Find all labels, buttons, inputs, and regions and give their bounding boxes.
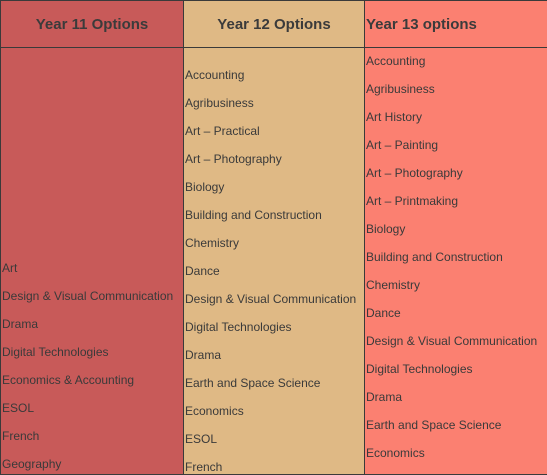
subject-item: Economics & Accounting <box>2 373 135 387</box>
subject-item: Design & Visual Communication <box>185 292 357 306</box>
subject-item: Art – Painting <box>366 138 439 152</box>
subject-item: Drama <box>2 317 39 331</box>
subject-item: Economics <box>366 446 425 460</box>
year-11-column: Year 11 Options Art Design & Visual Commu… <box>0 0 183 475</box>
subject-item: Dance <box>185 264 220 278</box>
year-13-column: Year 13 options Accounting Agribusiness Ar… <box>364 0 547 475</box>
subject-item: Accounting <box>185 68 245 82</box>
subject-item: Biology <box>366 222 406 236</box>
year-12-heading: Year 12 Options <box>184 1 364 48</box>
year-11-heading: Year 11 Options <box>1 1 183 48</box>
subject-item: Drama <box>366 390 403 404</box>
subject-item: Earth and Space Science <box>366 418 502 432</box>
subject-item: Art – Photography <box>185 152 282 166</box>
subject-item: Art <box>2 261 18 275</box>
year-12-subject-list: Accounting Agribusiness Art – Practical Art… <box>185 61 357 474</box>
subject-item: Chemistry <box>366 278 421 292</box>
subject-item: Accounting <box>366 54 426 68</box>
subject-item: Dance <box>366 306 401 320</box>
subject-item: Building and Construction <box>366 250 503 264</box>
year-12-column: Year 12 Options Accounting Agribusiness Ar… <box>183 0 364 475</box>
subject-item: Design & Visual Communication <box>2 289 174 303</box>
subject-item: Digital Technologies <box>185 320 292 334</box>
subject-item: Design & Visual Communication <box>366 334 538 348</box>
subject-item: Economics <box>185 404 244 418</box>
subject-item: Drama <box>185 348 222 362</box>
subject-item: Geography <box>2 457 62 471</box>
subject-item: French <box>2 429 40 443</box>
year-13-subject-list: Accounting Agribusiness Art History Art – P… <box>366 47 537 467</box>
subject-item: ESOL <box>2 401 35 415</box>
subject-item: Digital Technologies <box>366 362 473 376</box>
subject-item: Biology <box>185 180 225 194</box>
subject-item: French <box>185 460 223 474</box>
subject-item: Earth and Space Science <box>185 376 321 390</box>
year-13-heading: Year 13 options <box>365 1 547 48</box>
subject-item: Digital Technologies <box>2 345 109 359</box>
subject-item: ESOL <box>185 432 218 446</box>
subject-item: Art History <box>366 110 423 124</box>
subject-item: Building and Construction <box>185 208 322 222</box>
year-11-subject-list: Art Design & Visual Communication Drama Dig… <box>2 254 174 474</box>
subject-item: Agribusiness <box>366 82 435 96</box>
subject-item: Art – Printmaking <box>366 194 459 208</box>
subject-item: Art – Photography <box>366 166 463 180</box>
subject-item: Art – Practical <box>185 124 260 138</box>
subject-item: Chemistry <box>185 236 240 250</box>
subject-item: Agribusiness <box>185 96 254 110</box>
